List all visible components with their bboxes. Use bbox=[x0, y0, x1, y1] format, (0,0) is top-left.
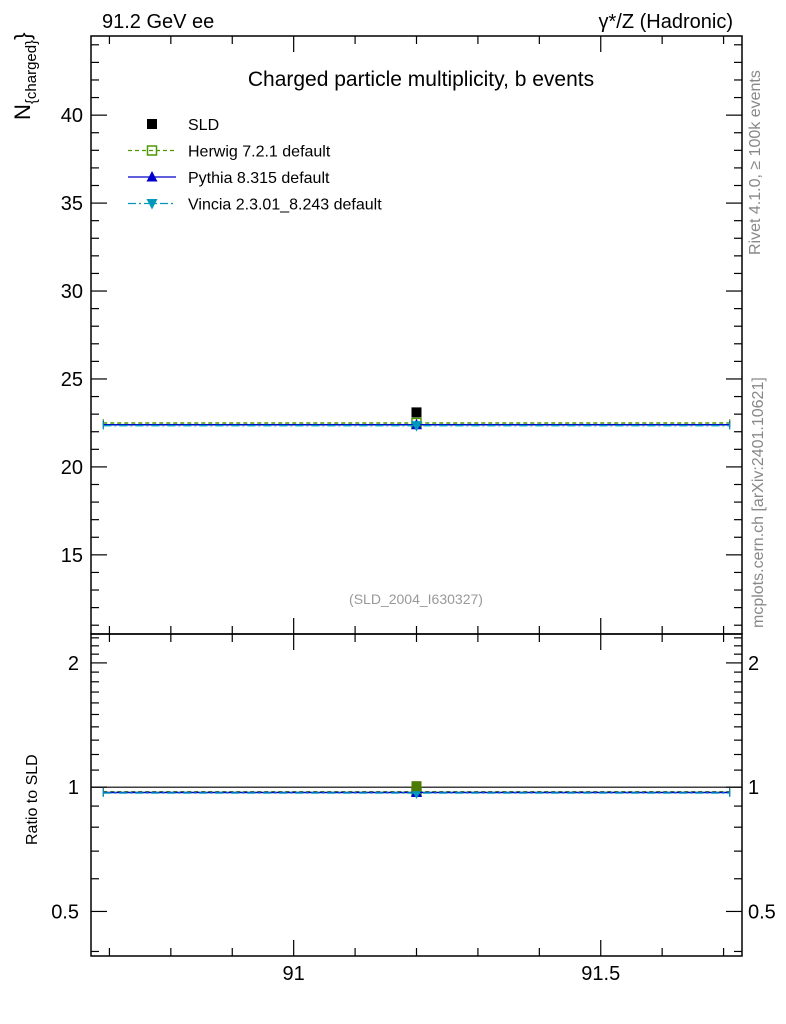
legend-label-sld: SLD bbox=[188, 117, 219, 134]
sld-ratio-point bbox=[411, 781, 422, 792]
mcplots-side-label: mcplots.cern.ch [arXiv:2401.10621] bbox=[750, 377, 767, 628]
legend-marker-vincia bbox=[146, 199, 158, 210]
header-right: γ*/Z (Hadronic) bbox=[599, 11, 733, 33]
header-left: 91.2 GeV ee bbox=[102, 11, 214, 33]
y-tick-label: 30 bbox=[61, 281, 83, 303]
ratio-y-tick-label-right: 2 bbox=[748, 653, 759, 675]
y-axis-label: N{charged}} bbox=[10, 33, 40, 120]
main-panel: Charged particle multiplicity, b events … bbox=[61, 35, 743, 635]
ratio-panel: 0.5 0.5 1 1 2 2 bbox=[51, 633, 776, 957]
legend-label-vincia: Vincia 2.3.01_8.243 default bbox=[188, 197, 382, 214]
y-tick-label: 35 bbox=[61, 193, 83, 215]
legend-label-pythia: Pythia 8.315 default bbox=[188, 170, 330, 187]
y-axis-label-main: N bbox=[10, 104, 35, 120]
y-axis-label-close: } bbox=[10, 33, 35, 40]
svg-text:N{charged}}: N{charged}} bbox=[10, 33, 40, 120]
ratio-y-tick-label-right: 1 bbox=[748, 777, 759, 799]
x-tick-label: 91 bbox=[283, 963, 305, 985]
legend-marker-sld bbox=[147, 119, 157, 129]
legend-marker-herwig bbox=[146, 145, 158, 156]
y-tick-label: 20 bbox=[61, 457, 83, 479]
legend-marker-pythia bbox=[146, 171, 158, 182]
ratio-y-tick-label: 1 bbox=[68, 777, 79, 799]
ratio-y-tick-label: 2 bbox=[68, 653, 79, 675]
ratio-y-tick-label: 0.5 bbox=[51, 901, 79, 923]
ratio-y-tick-label-right: 0.5 bbox=[748, 901, 776, 923]
y-tick-label: 40 bbox=[61, 105, 83, 127]
analysis-tag: (SLD_2004_I630327) bbox=[349, 591, 483, 607]
chart-title: Charged particle multiplicity, b events bbox=[248, 68, 594, 91]
legend: SLD Herwig 7.2.1 default Pythia 8.315 defa… bbox=[128, 117, 382, 214]
ratio-y-axis-label: Ratio to SLD bbox=[24, 754, 41, 845]
x-tick-label: 91.5 bbox=[581, 963, 620, 985]
y-tick-label: 25 bbox=[61, 369, 83, 391]
rivet-side-label: Rivet 4.1.0, ≥ 100k events bbox=[747, 70, 764, 255]
legend-label-herwig: Herwig 7.2.1 default bbox=[188, 144, 331, 161]
vincia-point bbox=[411, 421, 422, 432]
y-axis-label-sub: {charged} bbox=[23, 40, 40, 104]
sld-data-point bbox=[411, 407, 422, 418]
y-tick-label: 15 bbox=[61, 545, 83, 567]
